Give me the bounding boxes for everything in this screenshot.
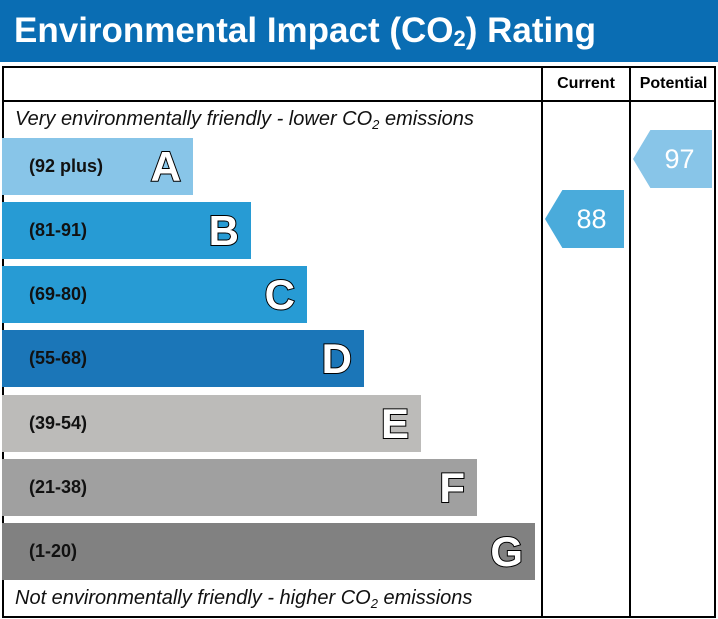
header-divider [2,100,716,102]
band-letter: G [489,527,524,576]
band-range: (81-91) [29,220,88,240]
bottom-note: Not environmentally friendly - higher CO… [15,587,473,611]
band-range: (69-80) [29,284,88,304]
band-range: (92 plus) [29,156,104,176]
band-range: (55-68) [29,348,88,368]
band-g: (1-20) G [2,523,535,580]
current-rating-arrow: 88 [545,190,624,248]
band-letter: F [438,463,466,512]
potential-rating-arrow: 97 [633,130,712,188]
band-letter: C [264,270,296,319]
column-divider [541,66,543,618]
band-c: (69-80) C [2,266,307,323]
band-d: (55-68) D [2,330,364,387]
band-b: (81-91) B [2,202,251,259]
band-letter: E [380,399,410,448]
band-range: (1-20) [29,541,78,561]
chart-title: Environmental Impact (CO2) Rating [0,0,718,62]
potential-column-header: Potential [639,75,708,92]
band-f: (21-38) F [2,459,477,516]
band-e: (39-54) E [2,395,421,452]
column-divider [629,66,631,618]
current-column-header: Current [557,75,615,92]
band-letter: B [208,206,240,255]
band-letter: D [321,334,353,383]
band-letter: A [150,142,182,191]
top-note: Very environmentally friendly - lower CO… [15,108,474,132]
band-a: (92 plus) A [2,138,193,195]
band-range: (21-38) [29,477,88,497]
band-range: (39-54) [29,413,88,433]
